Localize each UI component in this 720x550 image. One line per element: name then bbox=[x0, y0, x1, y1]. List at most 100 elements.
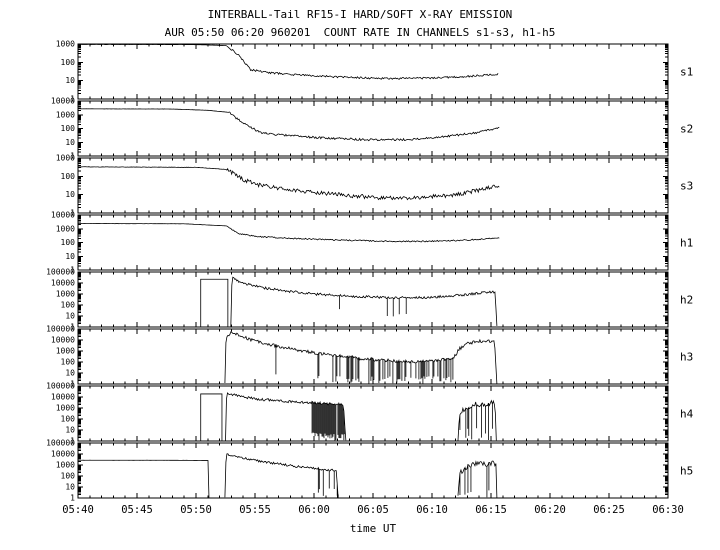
y-tick-label: 1000 bbox=[56, 404, 75, 413]
series-s3-seg1 bbox=[226, 167, 500, 201]
x-tick-label: 06:30 bbox=[652, 504, 684, 516]
series-h1-seg1 bbox=[226, 225, 500, 243]
axis-ticks bbox=[77, 214, 669, 271]
y-tick-label: 1 bbox=[70, 152, 75, 161]
channel-label: s2 bbox=[680, 123, 693, 136]
y-tick-label: 100 bbox=[61, 358, 76, 367]
y-tick-label: 10000 bbox=[51, 336, 75, 345]
channel-label: h5 bbox=[680, 465, 693, 478]
x-tick-label: 06:20 bbox=[534, 504, 566, 516]
y-tick-label: 1000 bbox=[56, 290, 75, 299]
y-tick-label: 100 bbox=[61, 415, 76, 424]
x-axis-title: time UT bbox=[349, 522, 397, 535]
series-s2-seg0 bbox=[77, 108, 230, 113]
panel-h4: 100000 10000 1000 100 10 1 h4 bbox=[46, 382, 694, 446]
channel-label: h2 bbox=[680, 294, 693, 307]
panel-frame bbox=[77, 385, 669, 442]
y-tick-label: 1000 bbox=[56, 110, 75, 119]
x-tick-label: 06:15 bbox=[475, 504, 507, 516]
series-h4-seg2 bbox=[457, 399, 497, 442]
y-tick-label: 1 bbox=[70, 437, 75, 446]
channel-label: s1 bbox=[680, 66, 693, 79]
chart-title: INTERBALL-Tail RF15-I HARD/SOFT X-RAY EM… bbox=[207, 8, 513, 21]
panel-frame bbox=[77, 214, 669, 271]
panel-s3: 1000 100 10 1 s3 bbox=[56, 154, 694, 218]
y-tick-label: 1000 bbox=[56, 224, 75, 233]
x-tick-label: 05:45 bbox=[121, 504, 153, 516]
y-tick-label: 100 bbox=[61, 472, 76, 481]
y-tick-label: 1 bbox=[70, 494, 75, 503]
y-tick-label: 10 bbox=[65, 426, 75, 435]
y-tick-label: 10 bbox=[65, 76, 75, 85]
series-h2-seg1 bbox=[230, 276, 498, 328]
y-tick-label: 10000 bbox=[51, 279, 75, 288]
panel-h2: 100000 10000 1000 100 10 1 h2 bbox=[46, 268, 693, 332]
y-tick-label: 10 bbox=[65, 369, 75, 378]
axis-ticks bbox=[77, 271, 669, 328]
y-tick-label: 1000 bbox=[56, 40, 75, 49]
panel-s1: 1000 100 10 1 s1 bbox=[56, 40, 694, 104]
axis-ticks bbox=[77, 43, 669, 100]
y-tick-label: 1000 bbox=[56, 154, 75, 163]
y-tick-label: 1000 bbox=[56, 461, 75, 470]
series-h5-seg0 bbox=[77, 459, 210, 498]
y-tick-label: 10 bbox=[65, 483, 75, 492]
y-tick-label: 1 bbox=[70, 380, 75, 389]
panel-h3: 100000 10000 1000 100 10 1 h3 bbox=[46, 325, 693, 389]
axis-ticks bbox=[77, 385, 669, 442]
y-tick-label: 100 bbox=[61, 172, 76, 181]
y-tick-label: 10 bbox=[65, 312, 75, 321]
x-tick-label: 06:05 bbox=[357, 504, 389, 516]
x-tick-label: 06:25 bbox=[593, 504, 625, 516]
y-tick-label: 10000 bbox=[51, 450, 75, 459]
series-h1-seg0 bbox=[77, 223, 227, 227]
series-s3-seg0 bbox=[77, 166, 227, 170]
y-tick-label: 10 bbox=[65, 138, 75, 147]
y-tick-label: 100000 bbox=[46, 382, 75, 391]
series-h4-seg1 bbox=[225, 392, 347, 441]
y-tick-label: 1 bbox=[70, 266, 75, 275]
axis-ticks bbox=[77, 100, 669, 157]
panel-h5: 100000 10000 1000 100 10 1 h5 bbox=[46, 439, 693, 503]
series-s1-seg0 bbox=[77, 43, 227, 47]
panel-h1: 10000 1000 100 10 1 h1 bbox=[51, 211, 693, 275]
series-h4-seg0 bbox=[200, 393, 223, 441]
axis-ticks bbox=[77, 442, 669, 499]
series-s2-seg1 bbox=[228, 111, 500, 142]
y-tick-label: 100 bbox=[61, 301, 76, 310]
panel-frame bbox=[77, 271, 669, 328]
panel-frame bbox=[77, 157, 669, 214]
y-tick-label: 1 bbox=[70, 323, 75, 332]
axis-ticks bbox=[77, 328, 669, 385]
channel-label: h3 bbox=[680, 351, 693, 364]
y-tick-label: 10 bbox=[65, 252, 75, 261]
axis-ticks bbox=[77, 157, 669, 214]
chart-subtitle: AUR 05:50 06:20 960201 COUNT RATE IN CHA… bbox=[164, 26, 556, 39]
x-tick-label: 06:00 bbox=[298, 504, 330, 516]
series-h5-seg1 bbox=[224, 453, 339, 499]
panel-s2: 10000 1000 100 10 1 s2 bbox=[51, 97, 693, 161]
y-tick-label: 1000 bbox=[56, 347, 75, 356]
x-tick-label: 05:55 bbox=[239, 504, 271, 516]
x-tick-label: 06:10 bbox=[416, 504, 448, 516]
y-tick-label: 100000 bbox=[46, 439, 75, 448]
panel-frame bbox=[77, 43, 669, 100]
channel-label: h4 bbox=[680, 408, 694, 421]
series-h5-seg2 bbox=[457, 460, 498, 499]
panel-frame bbox=[77, 442, 669, 499]
y-tick-label: 100 bbox=[61, 124, 76, 133]
x-tick-label: 05:40 bbox=[62, 504, 94, 516]
y-tick-label: 100000 bbox=[46, 268, 75, 277]
y-tick-label: 10000 bbox=[51, 393, 75, 402]
series-h2-seg0 bbox=[200, 278, 229, 327]
x-tick-label: 05:50 bbox=[180, 504, 212, 516]
channel-label: s3 bbox=[680, 180, 693, 193]
y-tick-label: 10000 bbox=[51, 97, 75, 106]
y-tick-label: 10000 bbox=[51, 211, 75, 220]
y-tick-label: 100000 bbox=[46, 325, 75, 334]
y-tick-label: 1 bbox=[70, 95, 75, 104]
x-axis-labels: 05:40 05:45 05:50 05:55 06:00 06:05 06:10 06:15… bbox=[62, 504, 684, 516]
y-tick-label: 10 bbox=[65, 190, 75, 199]
